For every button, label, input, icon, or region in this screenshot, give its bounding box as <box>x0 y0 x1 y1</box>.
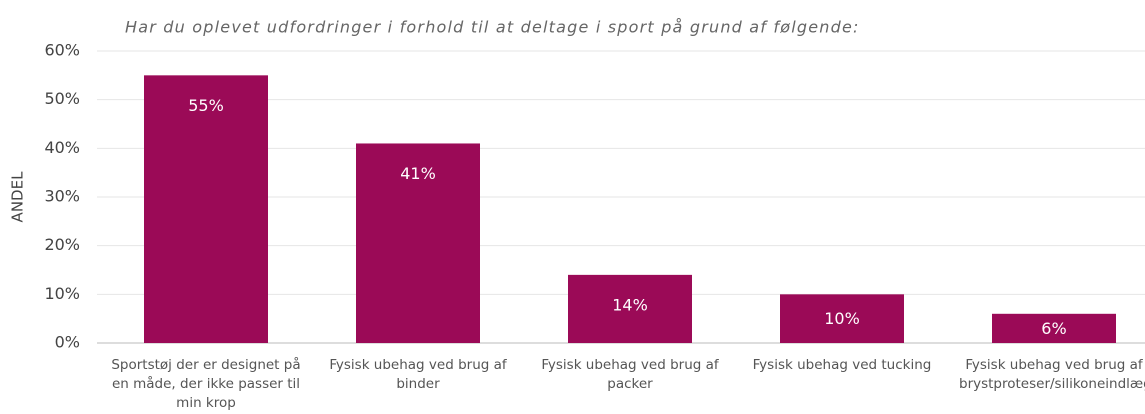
x-tick-label: Sportstøj der er designet på en måde, de… <box>111 357 301 411</box>
value-label: 6% <box>1041 319 1066 338</box>
value-label: 10% <box>824 309 860 328</box>
x-tick-label: Fysisk ubehag ved brug af binder <box>329 357 507 392</box>
value-label: 55% <box>188 96 224 115</box>
y-tick-label: 0% <box>55 333 80 352</box>
value-label: 14% <box>612 295 648 314</box>
y-tick-label: 50% <box>44 89 80 108</box>
y-tick-label: 10% <box>44 284 80 303</box>
chart-title: Har du oplevet udfordringer i forhold ti… <box>125 18 860 37</box>
bar <box>356 143 480 343</box>
bar <box>144 75 268 343</box>
x-tick-label: Fysisk ubehag ved brug af packer <box>541 357 719 392</box>
bar <box>780 294 904 343</box>
bar <box>568 274 692 343</box>
y-tick-label: 30% <box>44 187 80 206</box>
y-tick-label: 60% <box>44 41 80 60</box>
x-tick-label: Fysisk ubehag ved brug af brystproteser/… <box>959 357 1145 392</box>
y-tick-label: 40% <box>44 138 80 157</box>
y-tick-label: 20% <box>44 235 80 254</box>
x-tick-label: Fysisk ubehag ved tucking <box>752 357 932 373</box>
bar <box>992 313 1116 343</box>
y-axis-label: ANDEL <box>9 171 27 223</box>
value-label: 41% <box>400 164 436 183</box>
